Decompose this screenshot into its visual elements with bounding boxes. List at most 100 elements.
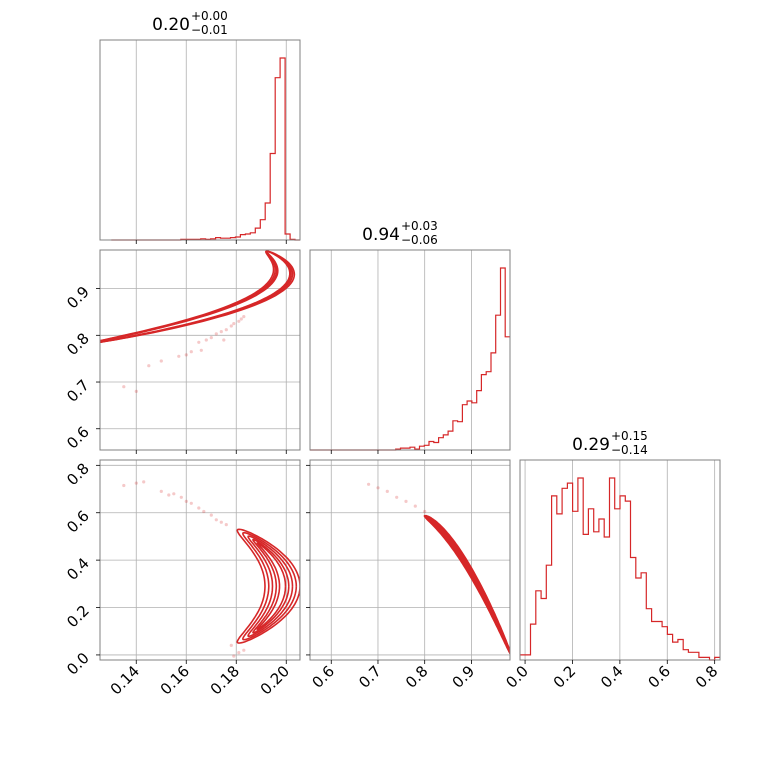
contour-p0-p2: [236, 528, 300, 644]
sample-point-p0-p2: [184, 499, 188, 503]
contours-p0-p1: [100, 250, 296, 344]
contour-p1-p2: [423, 514, 510, 656]
sample-point-p0-p2: [189, 501, 193, 505]
histogram-p2: [520, 477, 720, 661]
x-tick-label: 0.18: [207, 662, 243, 698]
sample-point-p1-p2: [404, 499, 408, 503]
contour-p1-p2: [423, 514, 510, 655]
y-tick-label: 0.8: [63, 459, 93, 489]
y-tick-label: 0.9: [63, 283, 93, 313]
sample-point-p0-p2: [219, 520, 223, 524]
sample-point-p0-p1: [197, 340, 201, 344]
sample-point-p1-p2: [385, 489, 389, 493]
sample-point-p0-p1: [122, 385, 126, 389]
sample-point-p0-p1: [177, 354, 181, 358]
sample-point-p0-p1: [237, 319, 241, 323]
sample-point-p0-p1: [199, 348, 203, 352]
sample-point-p0-p2: [159, 489, 163, 493]
sample-point-p0-p1: [214, 332, 218, 336]
y-tick-label: 0.8: [63, 329, 93, 359]
contour-p0-p2: [247, 535, 294, 638]
contour-p0-p2: [242, 531, 298, 641]
panel-title-minus-p2: −0.14: [611, 443, 648, 457]
sample-point-p0-p1: [222, 338, 226, 342]
sample-point-p0-p2: [197, 506, 201, 510]
x-tick-label: 0.14: [107, 662, 143, 698]
sample-point-p0-p2: [167, 493, 171, 497]
contour-p1-p2: [423, 515, 510, 655]
sample-point-p0-p2: [202, 509, 206, 514]
sample-point-p0-p1: [229, 324, 233, 328]
sample-point-p1-p2: [423, 509, 427, 514]
sample-point-p0-p2: [224, 523, 228, 527]
sample-point-p0-p2: [209, 513, 213, 517]
sample-point-p0-p2: [232, 654, 236, 658]
sample-point-p0-p1: [134, 389, 138, 393]
x-tick-label: 0.6: [308, 662, 338, 692]
panel-title-plus-p2: +0.15: [611, 429, 648, 443]
y-tick-label: 0.4: [63, 554, 93, 584]
x-tick-label: 0.6: [644, 662, 674, 692]
sample-point-p0-p2: [142, 480, 146, 484]
sample-point-p0-p1: [204, 338, 208, 342]
panel-frame: [99, 249, 301, 451]
histogram-p0: [111, 57, 300, 241]
contour-p0-p1: [100, 250, 294, 344]
panel-title-p1: 0.94: [362, 225, 400, 245]
x-tick-label: 0.0: [502, 662, 532, 692]
x-tick-label: 0.4: [597, 662, 627, 692]
x-tick-label: 0.9: [449, 662, 479, 692]
sample-point-p1-p2: [367, 482, 371, 486]
sample-point-p1-p2: [395, 495, 399, 499]
sample-point-p0-p2: [214, 518, 218, 522]
panel-title-minus-p1: −0.06: [401, 233, 438, 247]
sample-point-p0-p1: [189, 350, 193, 354]
sample-point-p0-p1: [242, 315, 246, 319]
sample-point-p0-p2: [134, 481, 138, 485]
contours-p1-p2: [423, 514, 510, 656]
panel-frame: [99, 39, 301, 241]
contour-p0-p1: [100, 250, 292, 343]
sample-point-p0-p1: [239, 317, 243, 321]
sample-point-p0-p2: [237, 651, 241, 655]
contour-p0-p1: [100, 250, 291, 343]
x-tick-label: 0.20: [257, 662, 293, 698]
sample-point-p0-p1: [219, 330, 223, 334]
sample-point-p0-p2: [122, 483, 126, 488]
y-tick-label: 0.6: [63, 423, 93, 453]
panel-title-p0: 0.20: [152, 15, 190, 35]
sample-point-p0-p1: [232, 322, 236, 326]
sample-point-p1-p2: [376, 486, 380, 490]
panel-title-minus-p0: −0.01: [191, 23, 228, 37]
y-tick-label: 0.2: [63, 602, 93, 632]
sample-point-p0-p1: [184, 353, 188, 357]
sample-point-p0-p2: [229, 643, 233, 648]
y-tick-label: 0.6: [63, 507, 93, 537]
sample-point-p0-p2: [172, 492, 176, 496]
sample-point-p0-p1: [224, 328, 228, 332]
x-tick-label: 0.8: [402, 662, 432, 692]
contour-p0-p2: [252, 538, 290, 634]
panel-title-p2: 0.29: [572, 435, 610, 455]
x-tick-label: 0.16: [157, 662, 193, 698]
y-tick-label: 0.7: [63, 376, 93, 406]
contours-p0-p2: [236, 528, 300, 644]
x-tick-label: 0.7: [355, 662, 385, 692]
y-tick-label: 0.0: [63, 649, 93, 679]
sample-point-p0-p1: [159, 359, 163, 363]
sample-point-p0-p2: [242, 648, 246, 652]
contour-p1-p2: [423, 515, 510, 655]
sample-point-p0-p1: [209, 336, 213, 340]
sample-point-p0-p2: [179, 495, 183, 499]
x-tick-label: 0.2: [550, 662, 580, 692]
contour-p0-p2: [256, 542, 287, 631]
histogram-p1: [310, 267, 510, 451]
sample-point-p1-p2: [413, 504, 417, 508]
panel-frame: [309, 249, 511, 451]
x-tick-label: 0.8: [692, 662, 722, 692]
panel-title-plus-p0: +0.00: [191, 9, 228, 23]
contour-p0-p1: [100, 250, 296, 344]
panel-title-plus-p1: +0.03: [401, 219, 438, 233]
